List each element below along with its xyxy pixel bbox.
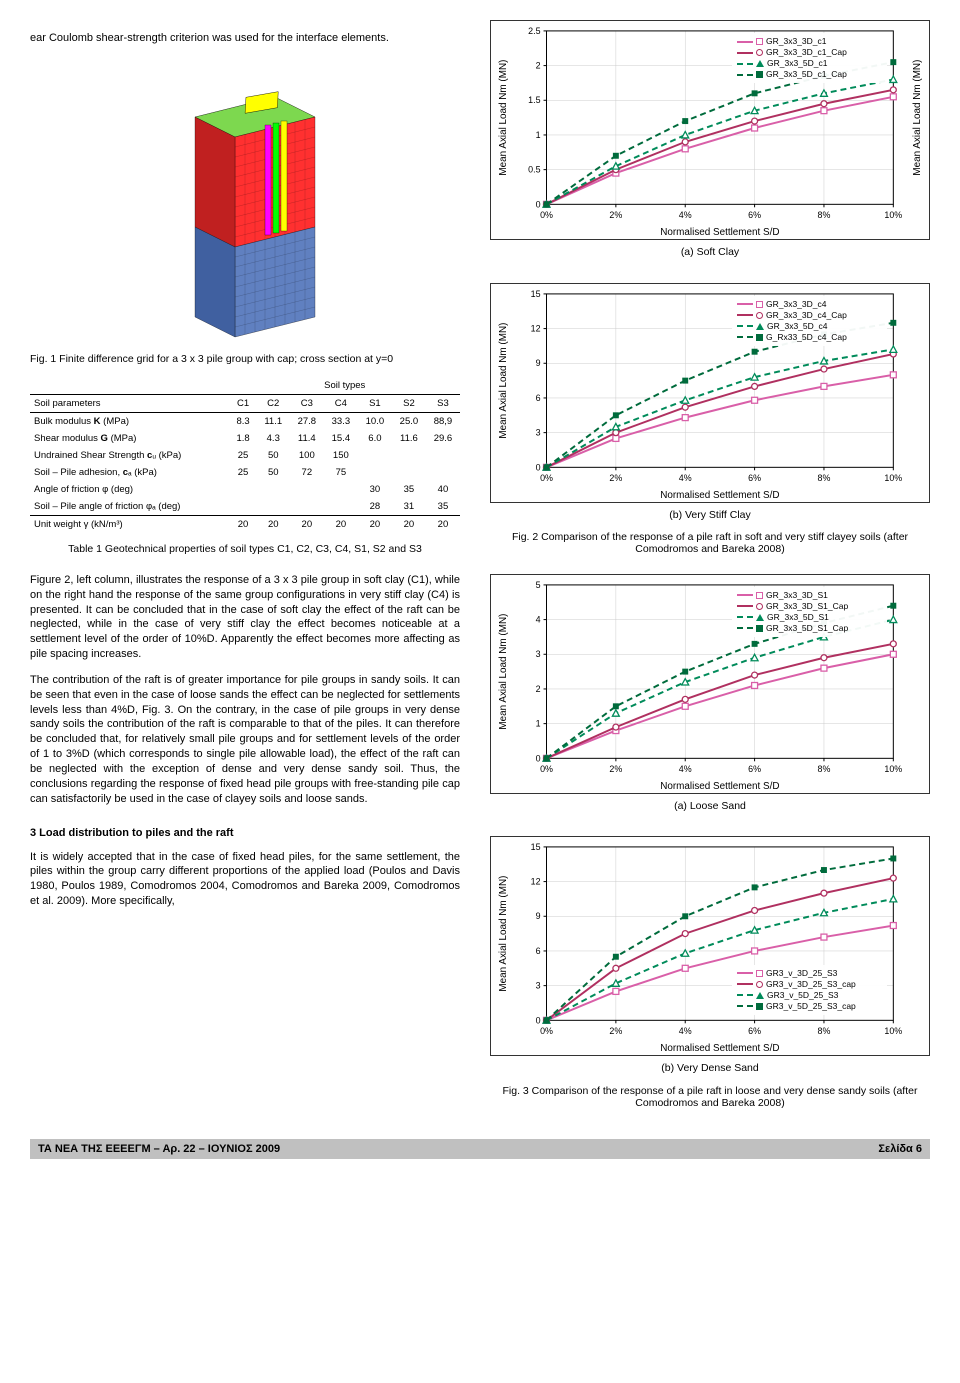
svg-text:Mean Axial Load Nm (MN): Mean Axial Load Nm (MN) — [498, 876, 509, 992]
svg-text:15: 15 — [531, 288, 541, 298]
fig2-caption: Fig. 2 Comparison of the response of a p… — [490, 531, 930, 555]
svg-text:2%: 2% — [609, 764, 622, 774]
svg-text:Normalised Settlement S/D: Normalised Settlement S/D — [660, 1043, 779, 1054]
left-column: ear Coulomb shear-strength criterion was… — [30, 20, 460, 1119]
fig3b-chart: 0 3 6 9 12 15 0% 2% 4% 6% 8% 10% Normalised Settleme… — [490, 836, 930, 1056]
svg-text:Normalised Settlement S/D: Normalised Settlement S/D — [660, 781, 779, 792]
svg-text:12: 12 — [531, 877, 541, 887]
fig2a-chart: 0 0.5 1 1.5 2 2.5 0% 2% 4% 6% 8% 10% Normalised Sett… — [490, 20, 930, 240]
svg-text:3: 3 — [536, 427, 541, 437]
svg-text:6: 6 — [536, 392, 541, 402]
svg-text:8%: 8% — [818, 764, 831, 774]
svg-text:0: 0 — [536, 1015, 541, 1025]
svg-text:12: 12 — [531, 323, 541, 333]
svg-text:10%: 10% — [884, 764, 902, 774]
svg-text:1: 1 — [536, 130, 541, 140]
svg-text:Mean Axial Load Nm (MN): Mean Axial Load Nm (MN) — [498, 322, 509, 438]
fig3-caption: Fig. 3 Comparison of the response of a p… — [490, 1085, 930, 1109]
svg-text:Normalised Settlement S/D: Normalised Settlement S/D — [660, 490, 779, 501]
svg-text:0: 0 — [536, 462, 541, 472]
svg-text:3: 3 — [536, 981, 541, 991]
svg-text:0%: 0% — [540, 1026, 553, 1036]
fig2b-subcaption: (b) Very Stiff Clay — [490, 509, 930, 521]
table-row: Undrained Shear Strength cᵤ (kPa)2550100… — [30, 447, 460, 464]
svg-text:6%: 6% — [748, 473, 761, 483]
svg-text:10%: 10% — [884, 473, 902, 483]
svg-text:3: 3 — [536, 649, 541, 659]
footer-right: Σελίδα 6 — [878, 1143, 922, 1155]
svg-text:0%: 0% — [540, 210, 553, 220]
table-row: Bulk modulus K (MPa)8.311.127.833.310.02… — [30, 412, 460, 430]
svg-text:0.5: 0.5 — [528, 165, 540, 175]
table1-caption: Table 1 Geotechnical properties of soil … — [30, 543, 460, 555]
svg-text:15: 15 — [531, 842, 541, 852]
para-raft: The contribution of the raft is of great… — [30, 673, 460, 807]
svg-text:0: 0 — [536, 753, 541, 763]
svg-text:4%: 4% — [679, 764, 692, 774]
svg-text:6%: 6% — [748, 210, 761, 220]
table-row: Soil – Pile angle of friction φₐ (deg)28… — [30, 498, 460, 516]
svg-text:4%: 4% — [679, 210, 692, 220]
sec3-title: 3 Load distribution to piles and the raf… — [30, 827, 460, 839]
page: ear Coulomb shear-strength criterion was… — [0, 0, 960, 1169]
svg-text:4%: 4% — [679, 1026, 692, 1036]
mesh-figure — [155, 57, 335, 347]
svg-text:Mean Axial Load Nm (MN): Mean Axial Load Nm (MN) — [498, 60, 509, 176]
svg-text:10%: 10% — [884, 210, 902, 220]
svg-text:Mean Axial Load Nm (MN): Mean Axial Load Nm (MN) — [912, 60, 923, 176]
svg-text:2: 2 — [536, 61, 541, 71]
fig3b-subcaption: (b) Very Dense Sand — [490, 1062, 930, 1074]
svg-text:2%: 2% — [609, 210, 622, 220]
para-sec3: It is widely accepted that in the case o… — [30, 850, 460, 909]
svg-text:1.5: 1.5 — [528, 95, 540, 105]
svg-text:8%: 8% — [818, 210, 831, 220]
table-row: Angle of friction φ (deg)303540 — [30, 481, 460, 498]
chart-legend: GR_3x3_3D_c4GR_3x3_3D_c4_CapGR_3x3_5D_c4… — [732, 296, 887, 346]
svg-text:8%: 8% — [818, 1026, 831, 1036]
svg-text:6: 6 — [536, 946, 541, 956]
svg-text:10%: 10% — [884, 1026, 902, 1036]
svg-text:1: 1 — [536, 718, 541, 728]
svg-text:2%: 2% — [609, 473, 622, 483]
chart-legend: GR_3x3_3D_S1GR_3x3_3D_S1_CapGR_3x3_5D_S1… — [732, 587, 887, 637]
intro-text: ear Coulomb shear-strength criterion was… — [30, 31, 460, 46]
fig2b-chart: 0 3 6 9 12 15 0% 2% 4% 6% 8% 10% Normalised Settleme… — [490, 283, 930, 503]
svg-text:4%: 4% — [679, 473, 692, 483]
svg-text:9: 9 — [536, 911, 541, 921]
svg-text:0%: 0% — [540, 473, 553, 483]
svg-text:0%: 0% — [540, 764, 553, 774]
svg-text:0: 0 — [536, 199, 541, 209]
chart-legend: GR_3x3_3D_c1GR_3x3_3D_c1_CapGR_3x3_5D_c1… — [732, 33, 887, 83]
page-footer: ΤΑ ΝΕΑ ΤΗΣ ΕΕΕΕΓΜ – Αρ. 22 – ΙΟΥΝΙΟΣ 200… — [30, 1139, 930, 1159]
chart-legend: GR3_v_3D_25_S3GR3_v_3D_25_S3_capGR3_v_5D… — [732, 965, 887, 1015]
svg-text:9: 9 — [536, 358, 541, 368]
svg-text:4: 4 — [536, 614, 541, 624]
para-fig2: Figure 2, left column, illustrates the r… — [30, 573, 460, 662]
svg-text:6%: 6% — [748, 1026, 761, 1036]
fig3a-chart: 0 1 2 3 4 5 0% 2% 4% 6% 8% 10% Normalised Settlement… — [490, 574, 930, 794]
right-column: 00.511.522.50%2%4%6%8%10%Normalised Sett… — [490, 20, 930, 1119]
table-row: Soil – Pile adhesion, cₐ (kPa)25507275 — [30, 464, 460, 481]
main-columns: ear Coulomb shear-strength criterion was… — [30, 20, 930, 1119]
svg-text:2.5: 2.5 — [528, 26, 540, 36]
soil-table: Soil types Soil parameters C1 C2 C3 C4 S… — [30, 377, 460, 533]
svg-text:5: 5 — [536, 579, 541, 589]
fig3a-subcaption: (a) Loose Sand — [490, 800, 930, 812]
svg-text:Mean Axial Load Nm (MN): Mean Axial Load Nm (MN) — [498, 613, 509, 729]
fig2a-subcaption: (a) Soft Clay — [490, 246, 930, 258]
svg-text:8%: 8% — [818, 473, 831, 483]
svg-text:6%: 6% — [748, 764, 761, 774]
table-row: Unit weight γ (kN/m³)20202020202020 — [30, 515, 460, 533]
footer-left: ΤΑ ΝΕΑ ΤΗΣ ΕΕΕΕΓΜ – Αρ. 22 – ΙΟΥΝΙΟΣ 200… — [38, 1143, 280, 1155]
fig1-caption: Fig. 1 Finite difference grid for a 3 x … — [30, 353, 460, 365]
table-row: Shear modulus G (MPa)1.84.311.415.46.011… — [30, 430, 460, 447]
svg-text:2: 2 — [536, 683, 541, 693]
svg-text:Normalised Settlement S/D: Normalised Settlement S/D — [660, 227, 779, 238]
svg-text:2%: 2% — [609, 1026, 622, 1036]
